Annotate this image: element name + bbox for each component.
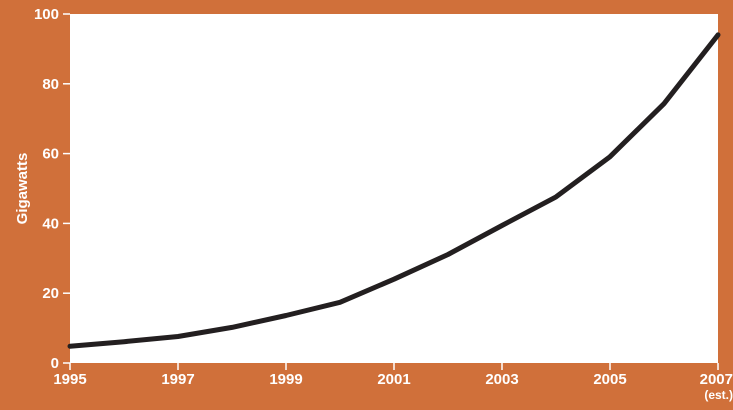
x-tick-label: 1999 (269, 371, 302, 388)
y-axis: 0 20 40 60 80 100 (34, 6, 70, 372)
x-tick-sublabel: (est.) (704, 388, 733, 402)
x-tick-label: 2007 (700, 371, 733, 388)
y-tick-label: 60 (42, 146, 59, 163)
x-tick-label: 1995 (53, 371, 86, 388)
y-tick-label: 20 (42, 285, 59, 302)
y-tick-label: 0 (51, 355, 59, 372)
y-tick-label: 100 (34, 6, 59, 23)
x-tick-label: 2001 (377, 371, 410, 388)
series-layer (67, 32, 721, 349)
plot-area (70, 14, 718, 363)
y-tick-label: 80 (42, 76, 59, 93)
x-axis: 1995 1997 1999 2001 2003 2005 2007(est.) (53, 363, 733, 402)
x-tick-label: 2003 (485, 371, 518, 388)
y-tick-label: 40 (42, 215, 59, 232)
x-tick-label: 1997 (161, 371, 194, 388)
series-line (67, 32, 721, 349)
y-axis-title: Gigawatts (14, 153, 31, 225)
x-tick-label: 2005 (593, 371, 626, 388)
